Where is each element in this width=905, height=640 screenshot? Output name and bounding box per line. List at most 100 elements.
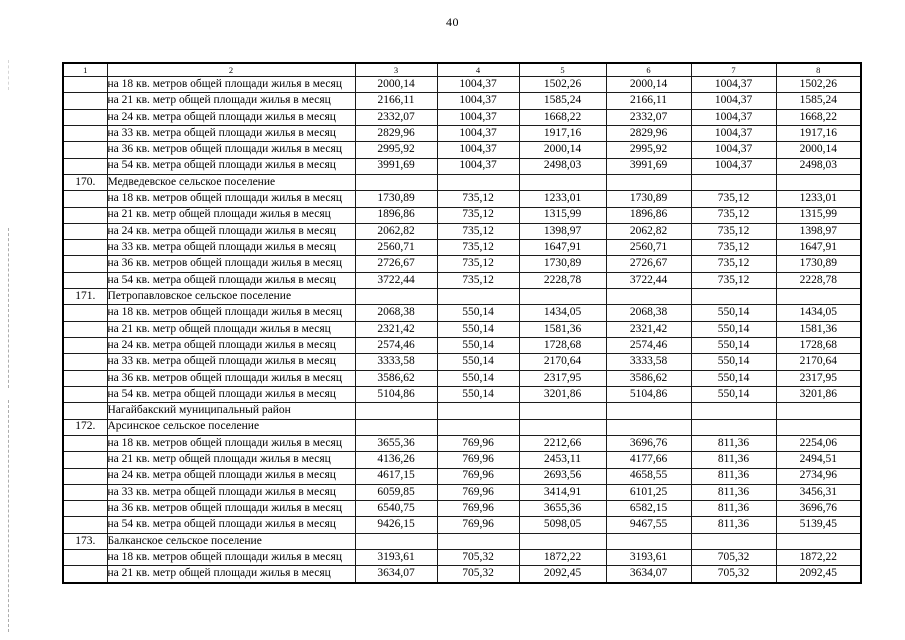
value-cell: 1730,89	[775, 255, 862, 273]
row-label-cell: на 36 кв. метров общей площади жилья в м…	[106, 141, 356, 159]
value-cell: 1398,97	[518, 222, 607, 241]
row-number-cell	[62, 108, 108, 126]
value-cell: 2068,38	[354, 304, 438, 322]
table-row: 171. Петропавловское сельское поселение	[62, 288, 862, 306]
value-cell: 1004,37	[690, 157, 777, 175]
value-cell: 2498,03	[518, 157, 607, 175]
value-cell: 2829,96	[354, 124, 438, 143]
value-cell	[775, 418, 862, 436]
value-cell: 2092,45	[775, 565, 862, 584]
value-cell: 811,36	[690, 483, 777, 502]
value-cell: 550,14	[436, 336, 520, 355]
value-cell: 3634,07	[605, 565, 692, 584]
value-cell: 735,12	[436, 239, 520, 257]
value-cell: 2726,67	[605, 255, 692, 273]
value-cell: 2560,71	[605, 239, 692, 257]
value-cell: 1434,05	[775, 304, 862, 322]
value-cell: 2453,11	[518, 451, 607, 469]
value-cell: 2995,92	[605, 141, 692, 159]
value-cell	[690, 532, 777, 551]
row-number-cell	[62, 141, 108, 159]
value-cell	[354, 173, 438, 192]
value-cell: 2062,82	[605, 222, 692, 241]
row-label-cell: на 21 кв. метр общей площади жилья в мес…	[106, 320, 356, 339]
value-cell: 550,14	[690, 353, 777, 371]
row-number-cell	[62, 516, 108, 534]
value-cell: 4617,15	[354, 467, 438, 485]
value-cell: 3722,44	[605, 271, 692, 290]
row-number-cell: 173.	[62, 532, 108, 551]
table-row: на 24 кв. метра общей площади жилья в ме…	[62, 108, 862, 126]
value-cell: 2000,14	[605, 75, 692, 94]
value-cell	[436, 288, 520, 306]
table-row: 173. Балканское сельское поселение	[62, 532, 862, 551]
value-cell	[690, 173, 777, 192]
value-cell: 1730,89	[605, 190, 692, 208]
value-cell: 6540,75	[354, 500, 438, 518]
column-number-header: 1	[62, 62, 108, 77]
value-cell	[436, 402, 520, 420]
value-cell: 550,14	[690, 369, 777, 387]
value-cell: 1647,91	[518, 239, 607, 257]
row-label-cell: на 33 кв. метра общей площади жилья в ме…	[106, 353, 356, 371]
value-cell	[436, 418, 520, 436]
value-cell	[775, 173, 862, 192]
value-cell: 1233,01	[518, 190, 607, 208]
value-cell: 1233,01	[775, 190, 862, 208]
value-cell: 1585,24	[775, 92, 862, 110]
value-cell	[690, 402, 777, 420]
value-cell: 735,12	[690, 206, 777, 224]
value-cell: 769,96	[436, 516, 520, 534]
row-number-cell	[62, 402, 108, 420]
row-label-cell: на 18 кв. метров общей площади жилья в м…	[106, 75, 356, 94]
value-cell: 1872,22	[775, 549, 862, 567]
value-cell: 1398,97	[775, 222, 862, 241]
value-cell: 550,14	[436, 353, 520, 371]
row-label-cell: Петропавловское сельское поселение	[106, 288, 356, 306]
value-cell: 2574,46	[605, 336, 692, 355]
value-cell: 811,36	[690, 500, 777, 518]
value-cell: 5098,05	[518, 516, 607, 534]
table-row: на 21 кв. метр общей площади жилья в мес…	[62, 565, 862, 584]
value-cell	[354, 532, 438, 551]
value-cell: 3696,76	[775, 500, 862, 518]
value-cell: 1004,37	[436, 92, 520, 110]
row-number-cell	[62, 124, 108, 143]
value-cell: 1730,89	[354, 190, 438, 208]
value-cell: 1004,37	[436, 141, 520, 159]
value-cell: 3414,91	[518, 483, 607, 502]
value-cell: 9426,15	[354, 516, 438, 534]
value-cell: 550,14	[436, 369, 520, 387]
value-cell: 735,12	[690, 239, 777, 257]
row-number-cell	[62, 565, 108, 584]
value-cell: 9467,55	[605, 516, 692, 534]
value-cell: 2332,07	[605, 108, 692, 126]
value-cell: 1647,91	[775, 239, 862, 257]
value-cell: 1581,36	[775, 320, 862, 339]
row-label-cell: на 18 кв. метров общей площади жилья в м…	[106, 190, 356, 208]
row-number-cell	[62, 385, 108, 404]
row-label-cell: на 33 кв. метра общей площади жилья в ме…	[106, 483, 356, 502]
value-cell: 6582,15	[605, 500, 692, 518]
value-cell: 1004,37	[436, 108, 520, 126]
row-number-cell	[62, 304, 108, 322]
value-cell	[354, 288, 438, 306]
table-row: на 33 кв. метра общей площади жилья в ме…	[62, 124, 862, 143]
value-cell: 1730,89	[518, 255, 607, 273]
row-number-cell	[62, 239, 108, 257]
value-cell: 4177,66	[605, 451, 692, 469]
row-label-cell: на 24 кв. метра общей площади жилья в ме…	[106, 467, 356, 485]
row-label-cell: на 54 кв. метра общей площади жилья в ме…	[106, 516, 356, 534]
value-cell: 5139,45	[775, 516, 862, 534]
value-cell: 1896,86	[605, 206, 692, 224]
value-cell: 735,12	[436, 190, 520, 208]
value-cell	[518, 532, 607, 551]
value-cell: 1004,37	[690, 75, 777, 94]
row-number-cell	[62, 549, 108, 567]
value-cell: 5104,86	[354, 385, 438, 404]
value-cell: 735,12	[690, 222, 777, 241]
value-cell	[775, 402, 862, 420]
table-row: на 21 кв. метр общей площади жилья в мес…	[62, 320, 862, 339]
